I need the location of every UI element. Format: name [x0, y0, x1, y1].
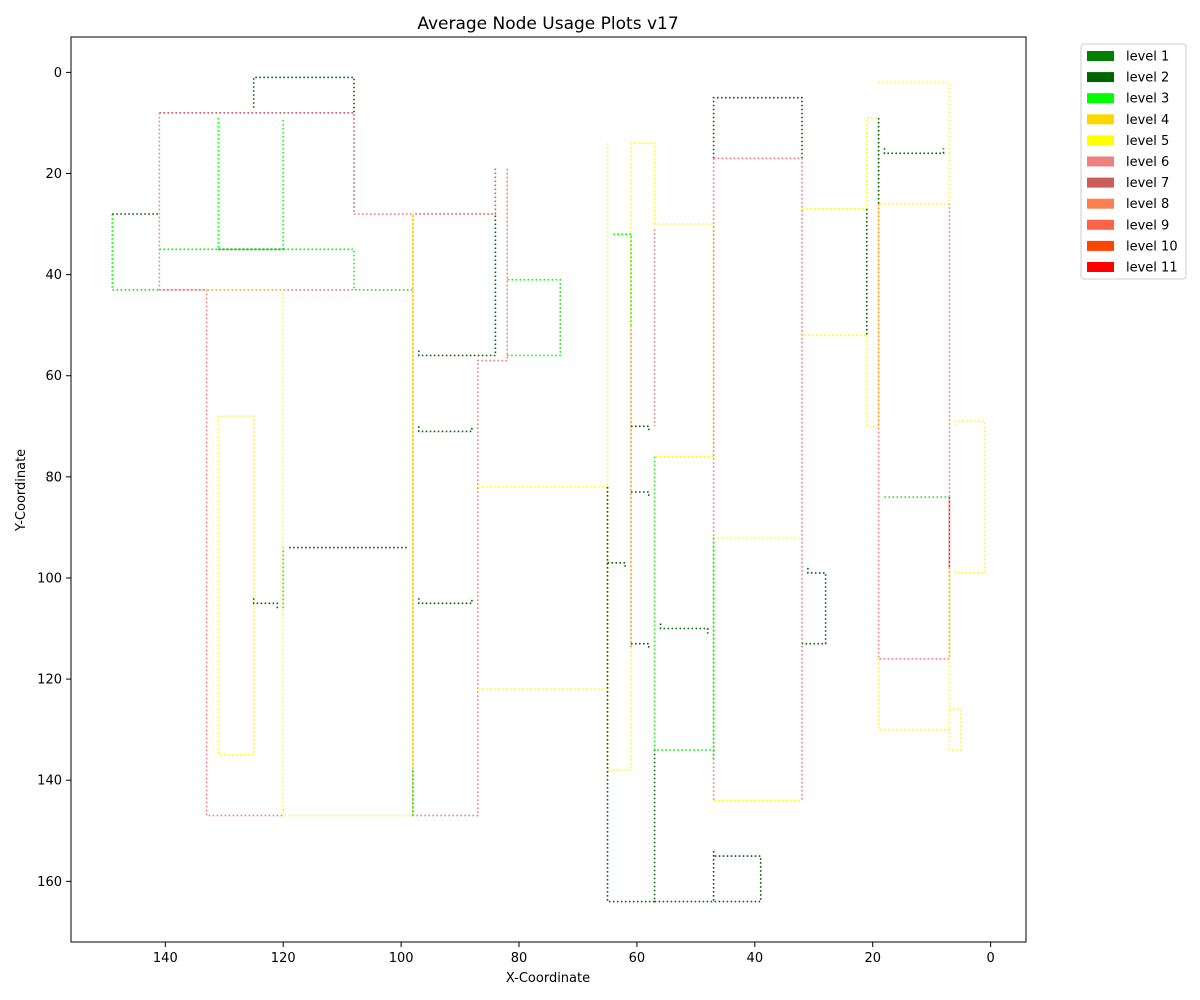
series-path-12	[252, 598, 279, 609]
y-tick-label: 100	[37, 571, 62, 586]
series-path-37	[654, 855, 762, 903]
series-path-6	[111, 214, 160, 291]
axes-frame	[70, 36, 1027, 943]
series-path-4	[217, 117, 285, 251]
chart-title: Average Node Usage Plots v17	[417, 14, 678, 34]
y-axis-label: Y-Coordinate	[14, 449, 29, 532]
series-path-8	[159, 248, 413, 291]
legend-label: level 10	[1126, 239, 1178, 254]
series-path-45	[802, 567, 827, 645]
legend-swatch	[1087, 262, 1114, 272]
legend-label: level 9	[1126, 218, 1169, 233]
series-path-11	[217, 415, 255, 756]
legend-swatch	[1087, 93, 1114, 104]
series-path-2	[159, 112, 355, 214]
series-path-32	[631, 642, 650, 649]
legend-label: level 2	[1126, 71, 1169, 86]
series-path-54	[877, 567, 951, 731]
x-tick-label: 120	[271, 951, 296, 966]
legend-swatch	[1087, 114, 1114, 125]
x-tick-label: 60	[629, 951, 646, 966]
series-path-1	[252, 76, 355, 113]
series-path-46	[802, 117, 880, 428]
legend-swatch	[1087, 156, 1114, 167]
legend-swatch	[1087, 51, 1114, 61]
y-tick-label: 120	[37, 673, 62, 688]
y-tick-label: 0	[54, 66, 62, 81]
series-path-51	[877, 203, 951, 660]
series-path-29	[607, 561, 626, 568]
legend-swatch	[1087, 177, 1114, 188]
series-path-22	[417, 598, 473, 605]
plot-area	[111, 76, 986, 903]
series-path-49	[883, 148, 945, 155]
series-path-55	[948, 708, 963, 751]
y-tick-label: 140	[37, 774, 62, 789]
series-path-35	[653, 456, 715, 760]
series-path-34	[654, 223, 715, 458]
legend-label: level 8	[1126, 197, 1169, 212]
legend-label: level 1	[1126, 50, 1169, 65]
legend-swatch	[1087, 240, 1114, 251]
x-tick-label: 140	[153, 951, 178, 966]
x-tick-label: 0	[986, 951, 994, 966]
y-tick-label: 160	[37, 875, 62, 890]
y-tick-label: 40	[45, 268, 62, 283]
legend-label: level 7	[1126, 176, 1169, 191]
series-path-27	[613, 233, 632, 326]
series-path-20	[507, 278, 562, 357]
legend-label: level 4	[1126, 113, 1169, 128]
series-path-30	[631, 425, 650, 432]
legend-swatch	[1087, 219, 1114, 230]
x-tick-label: 20	[864, 951, 881, 966]
y-tick-label: 80	[45, 470, 62, 485]
series-path-31	[631, 491, 650, 498]
x-axis-label: X-Coordinate	[506, 971, 590, 986]
series-path-36	[659, 623, 709, 634]
y-tick-label: 20	[45, 167, 62, 182]
x-tick-label: 40	[747, 951, 764, 966]
series-path-10	[206, 288, 413, 817]
legend-label: level 3	[1126, 92, 1169, 107]
series-path-19	[417, 214, 497, 357]
series-path-16	[412, 168, 497, 215]
series-path-21	[417, 426, 473, 433]
legend-label: level 11	[1126, 261, 1178, 276]
series-path-56	[954, 420, 986, 574]
legend-swatch	[1087, 198, 1114, 209]
series-path-50	[878, 81, 951, 205]
x-tick-label: 80	[511, 951, 528, 966]
y-axis: 0 20 40 60 80 100 120 140 160	[37, 66, 71, 890]
legend-swatch	[1087, 135, 1114, 146]
series-path-3	[158, 112, 284, 817]
legend-swatch	[1087, 72, 1114, 83]
legend-label: level 5	[1126, 134, 1169, 149]
series-path-39	[712, 96, 803, 159]
legend: level 1 level 2 level 3 level 4 level 5 level…	[1080, 43, 1187, 280]
x-axis: 140 120 100 80 60 40 20 0	[153, 942, 995, 966]
series-path-40	[713, 157, 803, 801]
y-tick-label: 60	[45, 369, 62, 384]
series-path-15	[354, 168, 509, 817]
x-tick-label: 100	[389, 951, 414, 966]
legend-label: level 6	[1126, 155, 1169, 170]
series-path-26	[606, 487, 656, 903]
